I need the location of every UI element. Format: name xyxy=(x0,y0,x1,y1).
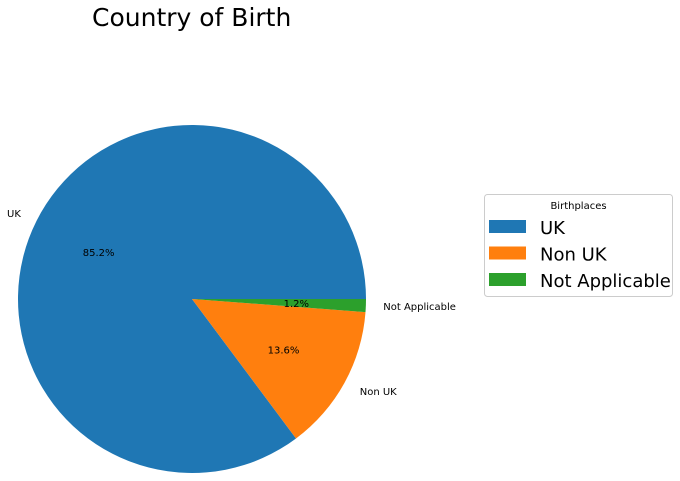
percent-label-non-uk: 13.6% xyxy=(268,345,300,356)
legend-swatch-not-applicable xyxy=(489,273,526,286)
legend-label-uk: UK xyxy=(540,218,566,239)
pie-percent-labels: 85.2% 13.6% 1.2% xyxy=(83,248,309,356)
slice-label-not-applicable: Not Applicable xyxy=(383,302,456,313)
chart-title: Country of Birth xyxy=(92,3,291,32)
slice-label-non-uk: Non UK xyxy=(360,387,397,398)
legend-swatch-non-uk xyxy=(489,246,526,260)
legend-label-not-applicable: Not Applicable xyxy=(540,271,671,292)
pie-slice-not-applicable xyxy=(192,299,366,313)
legend-frame xyxy=(484,194,673,297)
legend-label-non-uk: Non UK xyxy=(540,245,608,266)
legend-title: Birthplaces xyxy=(550,201,606,212)
percent-label-uk: 85.2% xyxy=(83,248,115,259)
pie-slice-labels: UK Non UK Not Applicable xyxy=(7,209,456,398)
legend: Birthplaces UK Non UK Not Applicable xyxy=(484,194,673,297)
slice-label-uk: UK xyxy=(7,209,21,220)
pie-slices xyxy=(17,125,366,474)
pie-slice-non-uk xyxy=(192,299,366,439)
percent-label-not-applicable: 1.2% xyxy=(284,299,309,310)
legend-swatch-uk xyxy=(489,220,526,233)
pie-slice-uk xyxy=(17,125,366,474)
